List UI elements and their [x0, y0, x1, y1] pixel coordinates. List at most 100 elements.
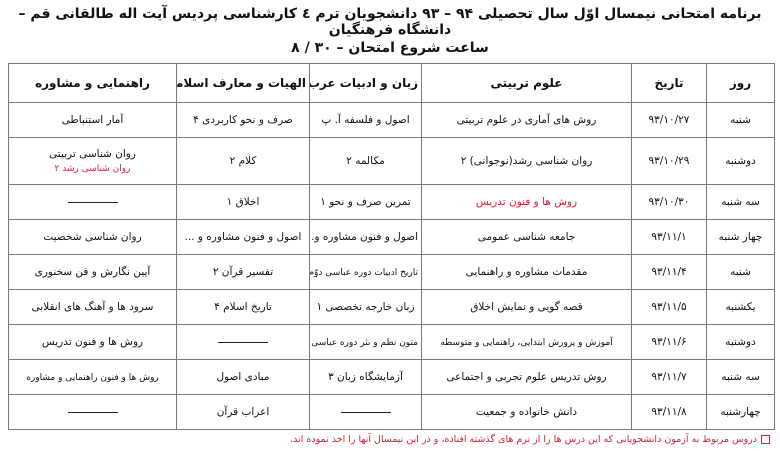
- cell-date: ۹۳/۱۰/۳۰: [631, 184, 707, 220]
- cell-text: آیین نگارش و فن سخنوری: [34, 266, 151, 278]
- cell-text: دوشنبه: [725, 155, 756, 167]
- cell-date: ۹۳/۱۱/۴: [631, 254, 707, 290]
- cell-text: آزمایشگاه زبان ۳: [328, 371, 403, 383]
- table-row: دوشنبه ۹۳/۱۰/۲۹ روان شناسی رشد(نوجوانی) ۲ م…: [8, 137, 775, 185]
- cell-date: ۹۳/۱۱/۷: [631, 359, 707, 395]
- cell-c1: روش ها و فنون تدریس: [421, 184, 632, 220]
- cell-text: روان شناسی تربیتی: [49, 148, 136, 160]
- cell-text: ۹۳/۱۱/۱: [651, 231, 687, 243]
- empty-dash: [67, 411, 118, 413]
- table-row: یکشنبه ۹۳/۱۱/۵ قصه گویی و نمایش اخلاق زبان …: [8, 289, 775, 325]
- cell-text: اعراب قرآن: [216, 406, 270, 418]
- cell-date: ۹۳/۱۱/۱: [631, 219, 707, 255]
- cell-c4: روش ها و فنون راهنمایی و مشاوره: [8, 359, 177, 395]
- cell-date: ۹۳/۱۰/۲۹: [631, 137, 707, 185]
- cell-text: اصول و فنون مشاوره و ...: [184, 231, 302, 243]
- empty-dash: [218, 341, 268, 343]
- cell-text: ۹۳/۱۰/۲۷: [648, 114, 690, 126]
- exam-schedule-table: روز تاریخ علوم تربیتی زبان و ادبیات عرب …: [8, 63, 775, 430]
- cell-text: مقدمات مشاوره و راهنمایی: [465, 266, 588, 278]
- cell-text: شنبه: [730, 266, 751, 278]
- cell-c3: اعراب قرآن: [176, 394, 310, 430]
- cell-c2: متون نظم و نثر دوره عباسی دوّم: [309, 324, 422, 360]
- cell-text: مبادی اصول: [216, 371, 270, 383]
- cell-c2: تاریخ ادبیات دوره عباسی دوّم: [309, 254, 422, 290]
- header-theology: الهیات و معارف اسلامی: [176, 63, 310, 103]
- cell-c2: تمرین صرف و نحو ۱: [309, 184, 422, 220]
- header-educational-sciences: علوم تربیتی: [421, 63, 632, 103]
- cell-text: یکشنبه: [725, 301, 756, 313]
- cell-day: شنبه: [706, 102, 775, 138]
- cell-text: شنبه: [730, 114, 751, 126]
- cell-text: سه شنبه: [721, 371, 760, 383]
- cell-text: روش های آماری در علوم تربیتی: [456, 114, 597, 126]
- cell-text: روان شناسی رشد(نوجوانی) ۲: [460, 155, 593, 167]
- cell-text: ۹۳/۱۰/۳۰: [648, 196, 690, 208]
- table-row: سه شنبه ۹۳/۱۰/۳۰ روش ها و فنون تدریس تمرین …: [8, 184, 775, 220]
- cell-c3: مبادی اصول: [176, 359, 310, 395]
- cell-text: تاریخ ادبیات دوره عباسی دوّم: [309, 268, 419, 278]
- cell-text: مکالمه ۲: [346, 155, 385, 167]
- cell-c4: روان شناسی تربیتی روان شناسی رشد ۲: [8, 137, 177, 185]
- cell-text: روش ها و فنون تدریس: [475, 196, 578, 208]
- cell-text: آموزش و پرورش ابتدایی، راهنمایی و متوسطه: [440, 338, 613, 348]
- cell-text: تاریخ اسلام ۴: [214, 301, 272, 313]
- cell-text: چهار شنبه: [718, 231, 763, 243]
- header-counseling: راهنمایی و مشاوره: [8, 63, 177, 103]
- cell-day: سه شنبه: [706, 184, 775, 220]
- exam-start-time: ساعت شروع امتحان – ۳۰ / ۸: [291, 40, 489, 56]
- cell-text: جامعه شناسی عمومی: [477, 231, 576, 243]
- cell-c4: سرود ها و آهنگ های انقلابی: [8, 289, 177, 325]
- cell-text: سرود ها و آهنگ های انقلابی: [31, 301, 154, 313]
- cell-c4: [8, 184, 177, 220]
- cell-text: اخلاق ۱: [226, 196, 260, 208]
- header-day: روز: [706, 63, 775, 103]
- cell-c1: روش تدریس علوم تجربی و اجتماعی: [421, 359, 632, 395]
- cell-text: ۹۳/۱۰/۲۹: [648, 155, 690, 167]
- table-row: چهارشنبه ۹۳/۱۱/۸ دانش خانواده و جمعیت اعراب…: [8, 394, 775, 430]
- cell-c1: روش های آماری در علوم تربیتی: [421, 102, 632, 138]
- cell-c3: [176, 324, 310, 360]
- cell-c2: مکالمه ۲: [309, 137, 422, 185]
- page-title: برنامه امتحانی نیمسال اوّل سال تحصیلی ۹۴…: [18, 6, 762, 38]
- cell-day: چهار شنبه: [706, 219, 775, 255]
- cell-text: دانش خانواده و جمعیت: [475, 406, 578, 418]
- cell-text: سه شنبه: [721, 196, 760, 208]
- cell-c4: روش ها و فنون تدریس: [8, 324, 177, 360]
- table-row: شنبه ۹۳/۱۱/۴ مقدمات مشاوره و راهنمایی تاریخ…: [8, 254, 775, 290]
- footnote-text: دروس مربوط به آزمون دانشجویانی که این در…: [290, 434, 757, 445]
- checkbox-square-icon: [761, 435, 770, 444]
- cell-c4: آمار استنباطی: [8, 102, 177, 138]
- cell-text: تفسیر قرآن ۲: [212, 266, 274, 278]
- cell-c1: قصه گویی و نمایش اخلاق: [421, 289, 632, 325]
- cell-text: ۹۳/۱۱/۵: [651, 301, 687, 313]
- cell-c1: آموزش و پرورش ابتدایی، راهنمایی و متوسطه: [421, 324, 632, 360]
- cell-text: ۹۳/۱۱/۴: [651, 266, 687, 278]
- cell-text: روان شناسی شخصیت: [43, 231, 142, 243]
- cell-c3: صرف و نحو کاربردی ۴: [176, 102, 310, 138]
- header-date: تاریخ: [631, 63, 707, 103]
- cell-c2: اصول و فلسفه آ. پ: [309, 102, 422, 138]
- footnote: دروس مربوط به آزمون دانشجویانی که این در…: [0, 434, 770, 445]
- cell-day: دوشنبه: [706, 324, 775, 360]
- cell-text: تمرین صرف و نحو ۱: [320, 196, 411, 208]
- cell-text: روش ها و فنون تدریس: [41, 336, 144, 348]
- cell-text: اصول و فنون مشاوره و...: [309, 231, 419, 243]
- cell-c4: روان شناسی شخصیت: [8, 219, 177, 255]
- cell-text: کلام ۲: [229, 155, 257, 167]
- table-header-row: روز تاریخ علوم تربیتی زبان و ادبیات عرب …: [8, 63, 775, 103]
- cell-date: ۹۳/۱۱/۵: [631, 289, 707, 325]
- failed-course-note: روان شناسی رشد ۲: [54, 164, 131, 174]
- cell-c3: کلام ۲: [176, 137, 310, 185]
- table-row: چهار شنبه ۹۳/۱۱/۱ جامعه شناسی عمومی اصول و …: [8, 219, 775, 255]
- empty-dash: [340, 411, 391, 413]
- cell-date: ۹۳/۱۱/۶: [631, 324, 707, 360]
- cell-c4: [8, 394, 177, 430]
- cell-c2: زبان خارجه تخصصی ۱: [309, 289, 422, 325]
- cell-text: اصول و فلسفه آ. پ: [321, 114, 410, 126]
- cell-text: چهارشنبه: [720, 406, 761, 418]
- cell-text: ۹۳/۱۱/۶: [651, 336, 687, 348]
- cell-text: قصه گویی و نمایش اخلاق: [470, 301, 583, 313]
- cell-text: دوشنبه: [725, 336, 756, 348]
- cell-day: دوشنبه: [706, 137, 775, 185]
